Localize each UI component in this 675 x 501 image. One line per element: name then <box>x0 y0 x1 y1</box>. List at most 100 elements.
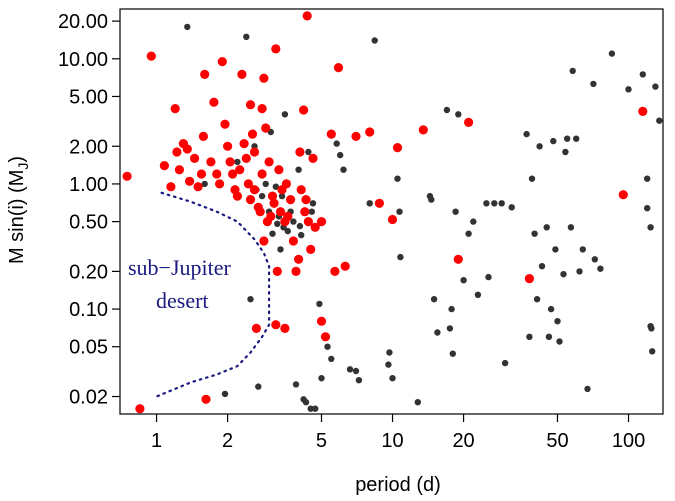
data-point <box>385 361 392 368</box>
data-point <box>174 165 184 175</box>
data-point <box>245 100 256 110</box>
data-point <box>206 157 216 167</box>
data-point <box>573 135 580 142</box>
data-point <box>418 125 428 135</box>
data-point <box>262 180 269 188</box>
y-tick-label: 0.10 <box>69 299 108 321</box>
data-point <box>649 348 656 355</box>
data-point <box>271 44 281 54</box>
y-tick-label: 5.00 <box>69 86 108 108</box>
data-point <box>340 166 347 173</box>
data-point <box>647 224 654 231</box>
data-point <box>392 143 403 153</box>
data-point <box>290 218 297 225</box>
data-point <box>453 254 463 264</box>
y-tick-label: 0.20 <box>69 261 108 283</box>
data-point <box>333 140 340 147</box>
data-point <box>266 211 276 221</box>
data-point <box>526 333 533 340</box>
data-point <box>257 104 267 114</box>
data-point <box>550 137 557 145</box>
x-tick-label: 50 <box>546 430 568 452</box>
data-point <box>562 148 569 156</box>
data-point <box>443 106 451 114</box>
data-point <box>644 175 651 182</box>
data-point <box>261 123 271 133</box>
data-point <box>434 329 441 336</box>
data-point <box>556 338 563 345</box>
data-point <box>576 268 583 275</box>
x-tick-label: 100 <box>612 430 645 452</box>
data-point <box>644 205 651 212</box>
x-axis-title: period (d) <box>355 474 441 496</box>
data-point <box>352 367 360 375</box>
data-point <box>283 211 293 221</box>
data-point <box>303 217 313 227</box>
data-point <box>298 231 305 239</box>
data-point <box>501 359 509 367</box>
data-point <box>267 191 278 201</box>
data-point <box>351 131 361 141</box>
desert-boundary-line <box>155 191 271 398</box>
data-point <box>590 80 597 88</box>
y-tick-label: 0.50 <box>69 212 108 234</box>
data-point <box>200 69 210 79</box>
data-point <box>245 195 256 205</box>
data-point <box>560 271 567 278</box>
data-point <box>465 230 472 237</box>
data-point <box>249 147 260 157</box>
data-point <box>397 253 404 261</box>
data-point <box>239 139 249 149</box>
data-point <box>491 200 498 207</box>
data-point <box>299 105 309 115</box>
data-point <box>310 222 320 232</box>
data-point <box>278 192 286 200</box>
data-point <box>295 166 302 173</box>
data-point <box>255 383 262 390</box>
data-point <box>374 198 384 208</box>
data-point <box>579 246 586 253</box>
data-point <box>221 390 229 398</box>
data-point <box>241 153 251 163</box>
data-point <box>235 165 245 175</box>
y-axis-title: M sin(i) (MJ) <box>6 156 31 264</box>
data-point <box>302 399 310 406</box>
data-point <box>543 224 550 231</box>
data-point <box>552 246 559 253</box>
y-tick-label: 2.00 <box>69 136 108 158</box>
data-point <box>223 141 233 151</box>
data-point <box>564 135 571 142</box>
data-point <box>272 266 282 276</box>
data-point <box>618 190 628 200</box>
data-point <box>386 349 393 356</box>
data-point <box>274 220 281 227</box>
data-point <box>324 343 331 350</box>
data-point <box>296 222 304 230</box>
data-point <box>269 230 276 237</box>
data-point <box>291 266 301 276</box>
data-point <box>309 200 317 207</box>
data-point <box>567 224 575 231</box>
data-point <box>485 273 492 281</box>
data-point <box>371 37 378 44</box>
data-point <box>225 157 235 167</box>
data-point <box>337 151 344 159</box>
data-point <box>316 300 323 308</box>
data-point <box>196 169 207 179</box>
data-point <box>333 63 344 73</box>
data-point <box>184 23 191 31</box>
y-tick-label: 20.00 <box>58 11 108 33</box>
data-point <box>247 129 258 139</box>
data-point <box>326 129 336 139</box>
plot-frame <box>119 8 664 415</box>
data-point <box>449 350 456 357</box>
data-point <box>536 143 543 150</box>
data-point <box>249 185 260 195</box>
data-point <box>428 196 435 203</box>
data-point <box>608 50 616 57</box>
data-point <box>296 185 306 195</box>
data-point <box>430 296 438 303</box>
data-point <box>212 169 222 179</box>
data-point <box>483 200 490 207</box>
data-point <box>387 214 398 225</box>
